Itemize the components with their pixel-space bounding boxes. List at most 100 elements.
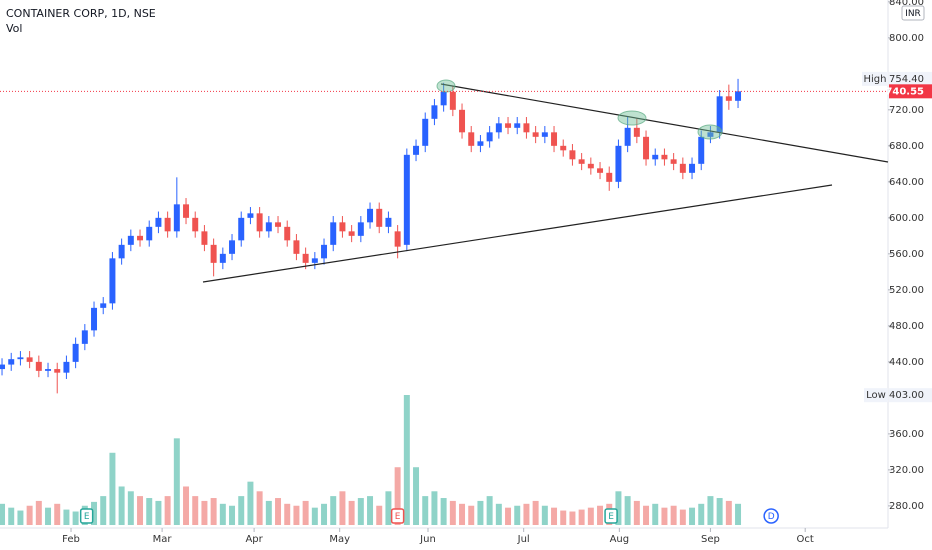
candle-body [26,357,33,362]
candle-body [569,150,576,160]
x-tick-label: Apr [245,534,263,545]
y-tick-label: 600.00 [889,213,924,224]
candle-body [725,96,732,101]
candle-body [422,118,429,146]
candle-body [440,91,447,106]
candle-body [367,208,374,223]
volume-bar [339,491,346,525]
volume-bar [330,496,337,525]
candle-body [689,163,696,173]
volume-bar [100,496,107,525]
candle-body [468,132,475,146]
volume-bar [725,500,732,525]
candle-body [45,369,52,371]
volume-bar [118,486,125,525]
candle-body [192,217,199,232]
volume-bar [247,481,254,525]
low-value-box [889,388,932,403]
candle-body [201,231,208,245]
candle-body [229,240,236,254]
candle-body [523,123,530,133]
candle-body [597,168,604,173]
candle-body [100,303,107,308]
candle-body [633,127,640,137]
volume-bar [689,507,696,525]
chart-title: CONTAINER CORP, 1D, NSE [6,7,156,20]
volume-bar [146,498,153,525]
currency-box [901,5,925,21]
volume-bar [137,496,144,525]
volume-bar [679,509,686,525]
y-tick-label: 480.00 [889,321,924,332]
x-tick-label: Aug [610,534,630,545]
candle-body [8,359,15,365]
volume-bar [302,500,309,525]
event-marker [390,508,405,524]
highlight [617,110,647,126]
candle-body [477,141,484,146]
volume-bar [523,503,530,525]
low-label-box [864,388,888,403]
volume-bar [643,505,650,525]
volume-bar [652,503,659,525]
candle-body [137,235,144,241]
volume-bar [440,498,447,525]
volume-bar [17,510,24,525]
candle-body [661,154,668,160]
y-tick-label: 560.00 [889,249,924,260]
volume-bar [532,500,539,525]
last-price-value: 740.55 [885,86,924,97]
volume-bar [321,503,328,525]
volume-bar [698,503,705,525]
volume-bar [495,503,502,525]
candle-body [394,231,401,247]
y-tick-label: 440.00 [889,357,924,368]
candle-body [348,231,355,236]
candle-body [247,213,254,218]
candle-body [183,204,190,218]
event-label: E [84,512,90,522]
highlight [697,124,723,140]
y-tick-label: 680.00 [889,141,924,152]
volume-bar [311,507,318,525]
candle-body [385,217,392,227]
high-value-box [889,71,932,86]
candle-body [643,136,650,160]
candle-body [284,226,291,241]
candle-body [339,222,346,232]
candle-body [118,244,125,259]
candle-body [293,240,300,254]
volume-bar [357,498,364,525]
volume-bar [615,491,622,525]
candle-body [109,258,116,304]
candle-body [0,364,6,370]
candle-body [376,208,383,227]
volume-bar [26,505,33,525]
x-tick-label: Jul [517,534,530,545]
volume-label: Vol [6,22,22,35]
x-tick-label: May [329,534,350,545]
candle-body [431,105,438,119]
volume-bar [164,496,171,525]
volume-bar [661,507,668,525]
candle-body [210,244,217,263]
volume-bar [633,500,640,525]
x-tick-label: Oct [797,534,814,545]
candle-body [615,145,622,182]
candle-body [357,222,364,236]
volume-bar [284,503,291,525]
volume-bar [265,500,272,525]
volume-bar [569,511,576,525]
volume-bar [477,500,484,525]
volume-bar [597,505,604,525]
trendline [440,83,889,163]
candle-body [91,307,98,331]
candle-body [624,127,631,146]
candle-body [238,217,245,241]
candle-body [35,361,42,371]
volume-bar [422,496,429,525]
candle-body [265,222,272,232]
volume-bar [8,507,15,525]
low-label: Low [866,390,886,401]
